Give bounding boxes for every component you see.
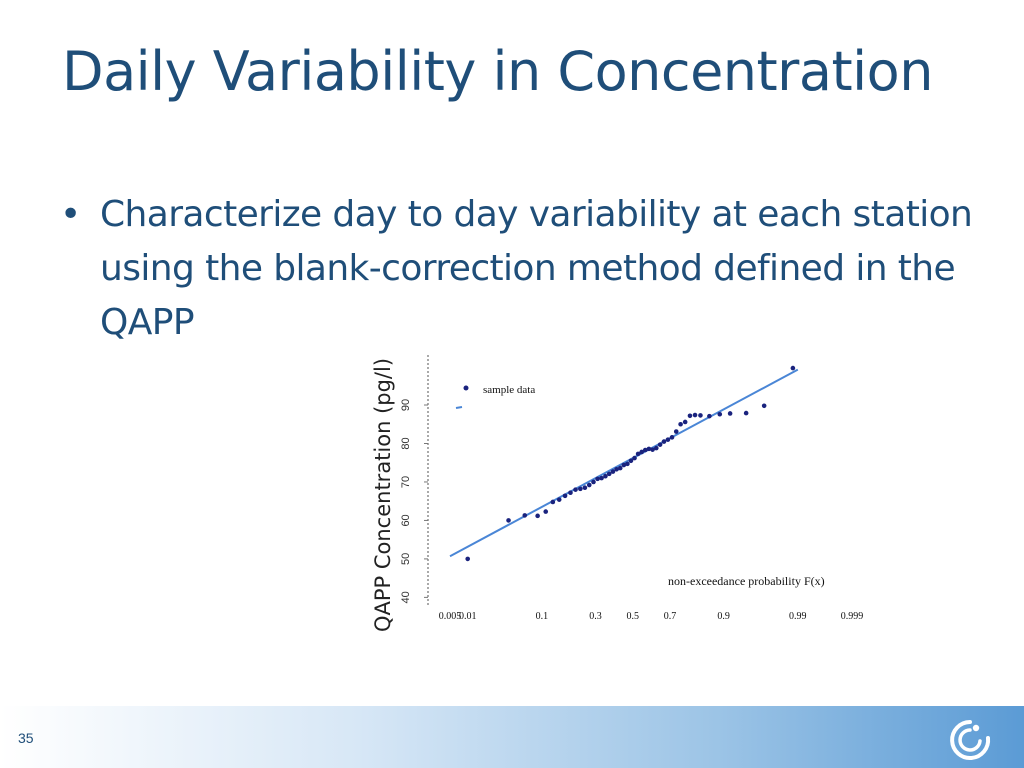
data-point xyxy=(727,411,733,416)
x-tick-label: 0.3 xyxy=(589,611,602,622)
data-point xyxy=(625,461,630,467)
data-point xyxy=(635,451,641,457)
data-point xyxy=(642,447,648,453)
chart-legend: sample data xyxy=(455,384,535,409)
data-point xyxy=(761,403,767,409)
data-point xyxy=(568,490,573,496)
data-point xyxy=(687,413,693,419)
data-points xyxy=(465,365,796,562)
data-point xyxy=(628,458,634,464)
data-point xyxy=(621,462,627,468)
x-tick-label: 0.9 xyxy=(717,611,730,622)
y-tick-label: 70 xyxy=(400,476,412,488)
data-point xyxy=(653,445,659,451)
data-point xyxy=(669,435,675,440)
x-axis-label: non-exceedance probability F(x) xyxy=(668,574,825,588)
data-point xyxy=(506,518,511,523)
data-point xyxy=(692,412,698,418)
data-point xyxy=(657,442,663,447)
data-point xyxy=(790,365,796,371)
data-point xyxy=(617,465,623,471)
data-point xyxy=(606,471,612,477)
slide-title: Daily Variability in Concentration xyxy=(62,40,933,103)
data-point xyxy=(573,487,578,492)
swirl-logo-icon xyxy=(950,720,991,760)
x-tick-label: 0.5 xyxy=(627,611,640,622)
data-point xyxy=(743,410,749,416)
data-point xyxy=(562,493,568,499)
footer-bar xyxy=(0,706,1024,768)
data-point xyxy=(543,509,549,514)
data-point xyxy=(535,513,540,519)
x-tick-label: 0.99 xyxy=(789,611,807,622)
data-point xyxy=(599,475,604,481)
data-point xyxy=(603,473,608,479)
x-tick-label: 0.999 xyxy=(841,611,864,622)
legend-label: sample data xyxy=(483,384,535,396)
x-tick-label: 0.005 xyxy=(439,611,462,622)
data-point xyxy=(673,429,679,434)
data-point xyxy=(717,411,723,417)
x-tick-label: 0.7 xyxy=(664,611,677,622)
data-point xyxy=(586,482,592,488)
bullet-item: Characterize day to day variability at e… xyxy=(60,188,1020,350)
page-number: 35 xyxy=(18,730,34,746)
data-point xyxy=(522,513,528,518)
data-point xyxy=(646,446,652,452)
data-point xyxy=(556,497,562,502)
legend-line-marker xyxy=(455,406,463,409)
legend-marker xyxy=(463,385,469,391)
data-point xyxy=(614,466,619,472)
data-point xyxy=(682,419,688,425)
data-point xyxy=(465,556,471,562)
data-point xyxy=(632,455,637,461)
data-point xyxy=(595,476,600,482)
data-point xyxy=(550,499,556,505)
data-point xyxy=(578,486,583,492)
data-point xyxy=(610,469,616,474)
data-point xyxy=(639,449,644,455)
data-point xyxy=(678,421,683,427)
data-point xyxy=(698,413,703,418)
data-point xyxy=(661,439,667,444)
y-tick-label: 60 xyxy=(400,514,412,526)
data-point xyxy=(707,413,712,419)
y-tick-label: 80 xyxy=(400,437,412,449)
x-tick-label: 0.01 xyxy=(459,611,477,622)
y-tick-label: 40 xyxy=(400,591,412,603)
data-point xyxy=(591,479,596,485)
y-tick-label: 50 xyxy=(400,553,412,565)
data-point xyxy=(582,485,588,491)
data-point xyxy=(665,437,671,442)
y-tick-label: 90 xyxy=(400,399,412,411)
x-tick-label: 0.1 xyxy=(536,611,549,622)
bullet-list: Characterize day to day variability at e… xyxy=(60,188,1020,350)
data-point xyxy=(650,447,655,452)
